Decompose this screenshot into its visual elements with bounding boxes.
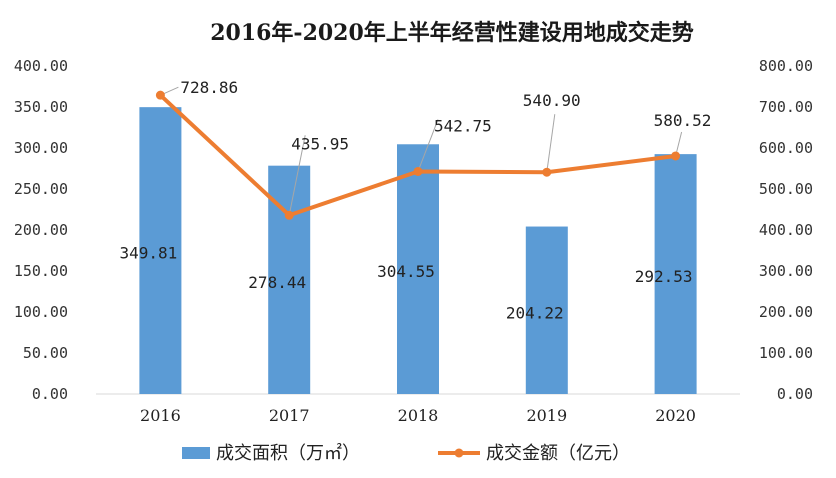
- bar: [139, 107, 182, 395]
- line-data-label: 435.95: [291, 134, 349, 153]
- left-tick-label: 300.00: [14, 139, 68, 157]
- legend-swatch-bar: [182, 447, 210, 459]
- right-axis: 0.00 100.00 200.00 300.00 400.00 500.00 600.00…: [759, 57, 813, 403]
- line-data-labels: 728.86 435.95 542.75 540.90 580.52: [180, 78, 711, 153]
- right-tick-label: 800.00: [759, 57, 813, 75]
- left-tick-label: 400.00: [14, 57, 68, 75]
- bar-data-labels: 349.81 278.44 304.55 204.22 292.53: [120, 244, 693, 323]
- left-axis: 0.00 50.00 100.00 150.00 200.00 250.00 300.00 3…: [14, 57, 68, 403]
- category-label: 2019: [526, 406, 567, 425]
- line-data-label: 542.75: [434, 116, 492, 135]
- line-point: [284, 210, 294, 220]
- legend-swatch-point: [454, 448, 464, 458]
- bar: [654, 154, 697, 394]
- category-label: 2020: [655, 406, 696, 425]
- left-tick-label: 200.00: [14, 221, 68, 239]
- left-tick-label: 250.00: [14, 180, 68, 198]
- right-tick-label: 600.00: [759, 139, 813, 157]
- category-label: 2017: [269, 406, 310, 425]
- right-tick-label: 400.00: [759, 221, 813, 239]
- line-data-label: 540.90: [523, 91, 581, 110]
- right-tick-label: 700.00: [759, 98, 813, 116]
- line-point: [155, 90, 165, 100]
- legend-label-line: 成交金额（亿元）: [486, 443, 630, 464]
- bar-data-label: 278.44: [248, 273, 306, 292]
- category-label: 2016: [140, 406, 181, 425]
- line-point: [542, 167, 552, 177]
- right-tick-label: 100.00: [759, 344, 813, 362]
- legend: 成交面积（万㎡） 成交金额（亿元）: [182, 442, 630, 464]
- right-tick-label: 300.00: [759, 262, 813, 280]
- bar: [525, 226, 568, 394]
- legend-label-bar: 成交面积（万㎡）: [216, 442, 360, 464]
- right-tick-label: 500.00: [759, 180, 813, 198]
- x-axis-categories: 2016 2017 2018 2019 2020: [140, 406, 696, 425]
- leader-line: [546, 114, 556, 173]
- bar-data-label: 304.55: [377, 262, 435, 281]
- bar-data-label: 204.22: [506, 303, 564, 322]
- right-tick-label: 0.00: [777, 385, 813, 403]
- left-tick-label: 100.00: [14, 303, 68, 321]
- line-data-label: 728.86: [180, 78, 238, 97]
- left-tick-label: 350.00: [14, 98, 68, 116]
- category-label: 2018: [398, 406, 439, 425]
- bar: [397, 144, 439, 394]
- line-series: [155, 90, 681, 220]
- bar-data-label: 292.53: [635, 267, 693, 286]
- leader-line: [417, 119, 439, 172]
- line-point: [671, 151, 681, 161]
- bar-series: [139, 107, 697, 395]
- line-point: [413, 166, 423, 176]
- leader-line: [288, 135, 306, 216]
- right-tick-label: 200.00: [759, 303, 813, 321]
- bar-data-label: 349.81: [120, 244, 178, 263]
- left-tick-label: 50.00: [23, 344, 68, 362]
- line-data-label: 580.52: [654, 111, 712, 130]
- chart-title: 2016年-2020年上半年经营性建设用地成交走势: [210, 20, 694, 46]
- left-tick-label: 0.00: [32, 385, 68, 403]
- left-tick-label: 150.00: [14, 262, 68, 280]
